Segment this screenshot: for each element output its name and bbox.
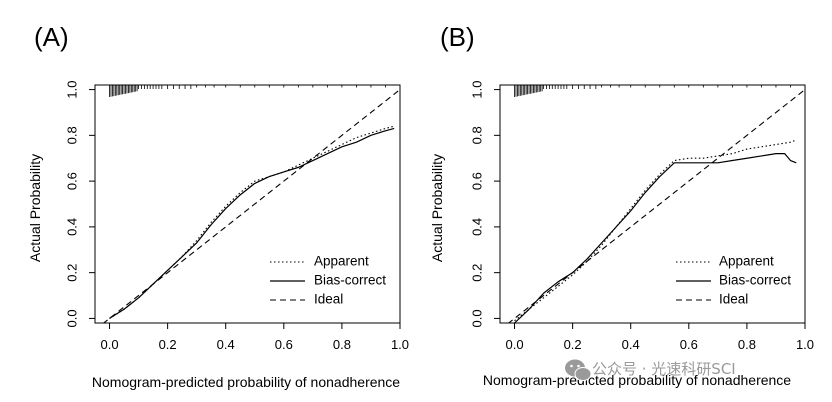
panel-a-legend: Apparent Bias-correct Ideal: [270, 254, 386, 307]
watermark-text: 公众号 · 光速科研SCI: [592, 360, 736, 378]
panel-b-y-tick-label: 0.2: [469, 264, 484, 282]
panel-b-plot-frame: [499, 84, 806, 324]
panel-a-x-tick-label: 1.0: [391, 337, 409, 352]
panel-a-legend-label: Ideal: [314, 292, 343, 307]
panel-b-x-tick-label: 0.2: [564, 337, 582, 352]
panel-b: (B) 0.0 0.2 0.4 0.6 0.8 1.0 0.0 0.2 0.4 0.6 0.8 1.0 N…: [429, 22, 814, 388]
panel-a-series-apparent: [109, 125, 395, 319]
panel-a-legend-label: Apparent: [314, 254, 369, 269]
panel-b-series-apparent: [514, 139, 797, 322]
panel-a-x-tick-label: 0.0: [100, 337, 118, 352]
panel-b-legend: Apparent Bias-correct Ideal: [676, 254, 791, 307]
panel-b-y-axis-title: Actual Probability: [429, 154, 445, 262]
panel-a-series-bias-correct: [109, 127, 395, 319]
panel-a-x-tick-label: 0.8: [333, 337, 351, 352]
panel-b-label: (B): [440, 22, 475, 52]
panel-a-x-axis-title: Nomogram-predicted probability of nonadh…: [92, 374, 400, 390]
panel-a-y-tick-label: 0.0: [64, 309, 79, 327]
panel-b-y-tick-label: 0.6: [469, 172, 484, 190]
panel-b-x-axis-title: Nomogram-predicted probability of nonadh…: [483, 372, 791, 388]
panel-a-y-tick-label: 0.6: [64, 172, 79, 190]
panel-a-y-axis-title: Actual Probability: [27, 154, 43, 262]
panel-b-legend-label: Ideal: [719, 292, 748, 307]
panel-a-plot-area: [102, 85, 400, 323]
panel-b-y-tick-label: 0.0: [469, 309, 484, 327]
panel-a-x-tick-label: 0.4: [217, 337, 235, 352]
panel-b-y-tick-label: 0.8: [469, 126, 484, 144]
panel-b-x-tick-label: 0.6: [680, 337, 698, 352]
panel-a-legend-label: Bias-correct: [314, 273, 386, 288]
watermark: 公众号 · 光速科研SCI: [565, 359, 736, 381]
panel-b-y-tick-label: 0.4: [469, 218, 484, 236]
panel-a-y-tick-label: 1.0: [64, 81, 79, 99]
panel-a-x-tick-label: 0.6: [275, 337, 293, 352]
panel-b-legend-label: Bias-correct: [719, 273, 791, 288]
panel-a-y-tick-label: 0.2: [64, 264, 79, 282]
panel-a-y-tick-label: 0.4: [64, 218, 79, 236]
panel-b-x-tick-label: 0.8: [738, 337, 756, 352]
panel-b-x-tick-label: 1.0: [796, 337, 814, 352]
panel-a-y-tick-label: 0.8: [64, 126, 79, 144]
panel-b-legend-label: Apparent: [719, 254, 774, 269]
wechat-icon: [565, 359, 592, 381]
panel-b-x-tick-label: 0.0: [505, 337, 523, 352]
panel-a-x-tick-label: 0.2: [159, 337, 177, 352]
panel-b-y-tick-label: 1.0: [469, 81, 484, 99]
panel-b-plot-area: [507, 85, 805, 323]
panel-b-x-tick-label: 0.4: [622, 337, 640, 352]
panel-a-series-ideal: [102, 89, 400, 323]
panel-a-plot-frame: [94, 84, 401, 324]
panel-b-series-bias-correct: [514, 153, 797, 323]
panel-b-series-ideal: [507, 89, 805, 323]
panel-a-label: (A): [34, 22, 69, 52]
panel-a: (A) 0.0 0.2 0.4 0.6 0.8 1.0 0.0 0.2 0.4 0.6 0.8 1.0 N…: [27, 22, 409, 390]
